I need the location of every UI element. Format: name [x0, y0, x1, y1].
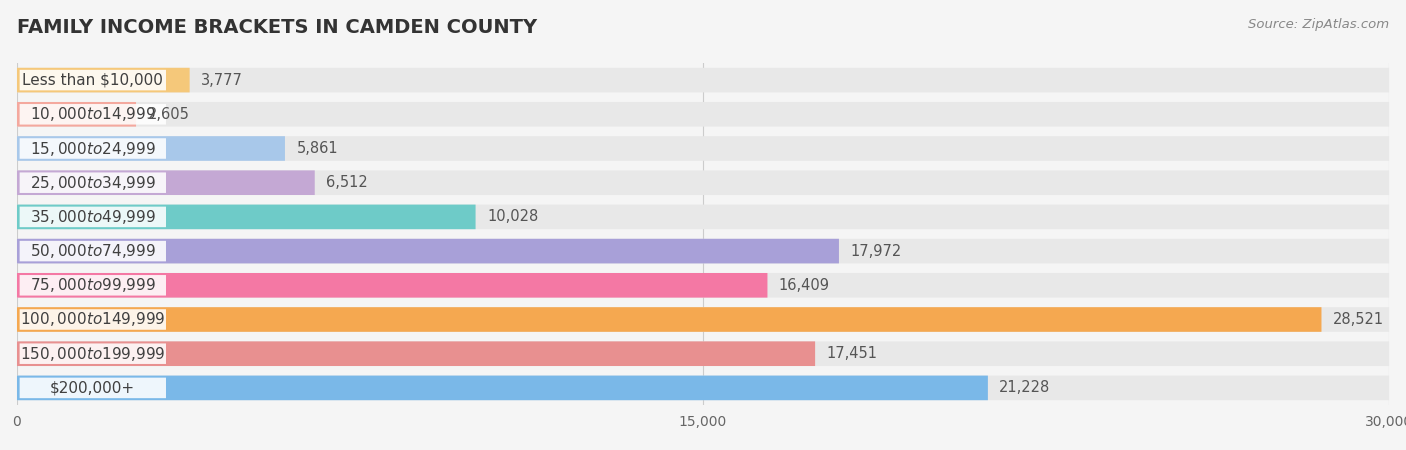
FancyBboxPatch shape — [17, 376, 988, 400]
FancyBboxPatch shape — [17, 68, 1389, 92]
FancyBboxPatch shape — [17, 102, 136, 126]
FancyBboxPatch shape — [17, 239, 1389, 263]
Text: $15,000 to $24,999: $15,000 to $24,999 — [30, 140, 156, 158]
FancyBboxPatch shape — [17, 102, 1389, 126]
Text: 17,451: 17,451 — [827, 346, 877, 361]
Text: $25,000 to $34,999: $25,000 to $34,999 — [30, 174, 156, 192]
Text: Less than $10,000: Less than $10,000 — [22, 72, 163, 88]
Text: 3,777: 3,777 — [201, 72, 243, 88]
FancyBboxPatch shape — [17, 68, 190, 92]
FancyBboxPatch shape — [17, 273, 768, 297]
Text: $35,000 to $49,999: $35,000 to $49,999 — [30, 208, 156, 226]
FancyBboxPatch shape — [17, 307, 1389, 332]
Text: $50,000 to $74,999: $50,000 to $74,999 — [30, 242, 156, 260]
Text: 16,409: 16,409 — [779, 278, 830, 293]
Text: 10,028: 10,028 — [486, 209, 538, 225]
FancyBboxPatch shape — [17, 342, 815, 366]
FancyBboxPatch shape — [20, 172, 166, 193]
FancyBboxPatch shape — [17, 239, 839, 263]
FancyBboxPatch shape — [20, 309, 166, 330]
FancyBboxPatch shape — [17, 342, 1389, 366]
Text: 5,861: 5,861 — [297, 141, 337, 156]
FancyBboxPatch shape — [20, 207, 166, 227]
FancyBboxPatch shape — [20, 343, 166, 364]
Text: $75,000 to $99,999: $75,000 to $99,999 — [30, 276, 156, 294]
Text: $150,000 to $199,999: $150,000 to $199,999 — [20, 345, 166, 363]
FancyBboxPatch shape — [20, 275, 166, 296]
FancyBboxPatch shape — [20, 138, 166, 159]
Text: $100,000 to $149,999: $100,000 to $149,999 — [20, 310, 166, 328]
FancyBboxPatch shape — [17, 171, 315, 195]
Text: 28,521: 28,521 — [1333, 312, 1384, 327]
Text: $200,000+: $200,000+ — [51, 380, 135, 396]
FancyBboxPatch shape — [20, 104, 166, 125]
FancyBboxPatch shape — [17, 273, 1389, 297]
Text: 6,512: 6,512 — [326, 175, 368, 190]
Text: FAMILY INCOME BRACKETS IN CAMDEN COUNTY: FAMILY INCOME BRACKETS IN CAMDEN COUNTY — [17, 18, 537, 37]
Text: $10,000 to $14,999: $10,000 to $14,999 — [30, 105, 156, 123]
FancyBboxPatch shape — [17, 171, 1389, 195]
FancyBboxPatch shape — [20, 378, 166, 398]
Text: Source: ZipAtlas.com: Source: ZipAtlas.com — [1249, 18, 1389, 31]
FancyBboxPatch shape — [20, 70, 166, 90]
FancyBboxPatch shape — [17, 376, 1389, 400]
Text: 2,605: 2,605 — [148, 107, 190, 122]
FancyBboxPatch shape — [17, 307, 1322, 332]
FancyBboxPatch shape — [17, 205, 1389, 229]
FancyBboxPatch shape — [17, 205, 475, 229]
FancyBboxPatch shape — [17, 136, 285, 161]
Text: 17,972: 17,972 — [851, 243, 901, 259]
Text: 21,228: 21,228 — [1000, 380, 1050, 396]
FancyBboxPatch shape — [20, 241, 166, 261]
FancyBboxPatch shape — [17, 136, 1389, 161]
